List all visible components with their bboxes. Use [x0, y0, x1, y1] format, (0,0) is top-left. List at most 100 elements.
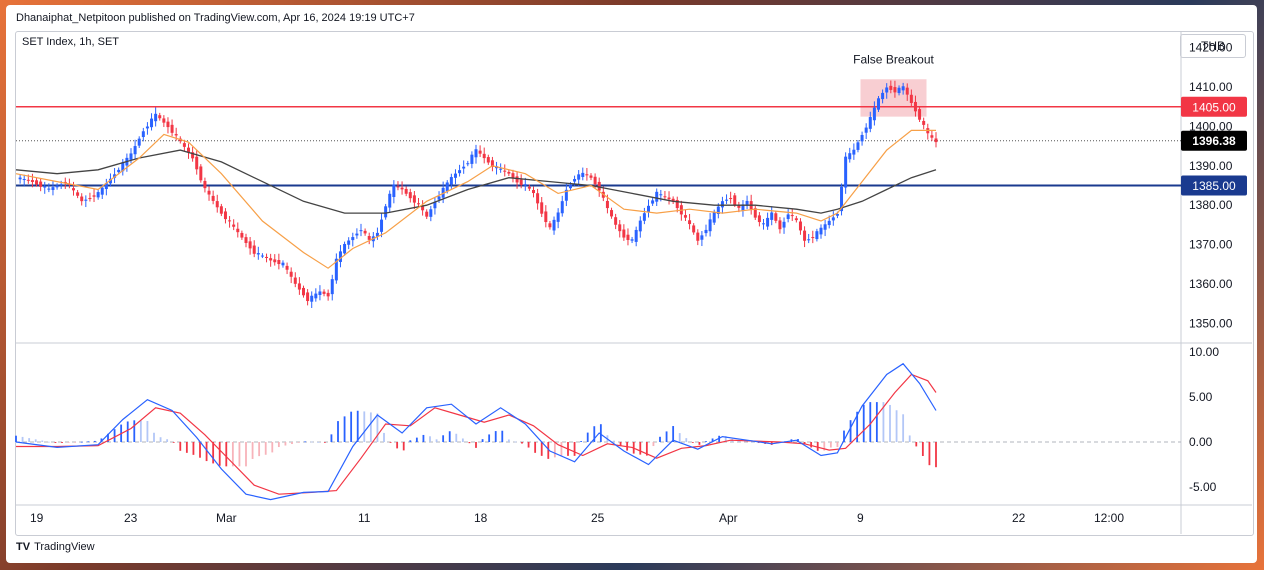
currency-button[interactable]: THB [1180, 34, 1246, 58]
candle-body [302, 287, 305, 296]
macd-histogram-bar [396, 442, 399, 449]
candle-body [72, 188, 75, 191]
candle-body [334, 258, 338, 281]
candle-body [453, 173, 457, 178]
macd-histogram-bar [652, 442, 655, 447]
candle-body [573, 178, 577, 182]
candle-body [523, 184, 527, 186]
price-chart-svg[interactable]: 1350.00 1360.00 1370.00 1380.00 1390.00 1400.… [6, 5, 1257, 563]
candle-body [219, 206, 223, 214]
candle-body [187, 147, 190, 153]
candle-body [404, 188, 408, 194]
macd-histogram-bar [304, 441, 307, 443]
candle-body [104, 183, 108, 190]
candle-body [51, 187, 55, 191]
macd-histogram-bar [212, 442, 215, 464]
macd-histogram-bar [343, 416, 346, 442]
macd-histogram-bar [264, 442, 267, 455]
candle-body [634, 229, 638, 242]
candle-body [568, 184, 572, 189]
candle-body [326, 292, 330, 297]
candle-body [281, 262, 285, 266]
candle-body [92, 195, 96, 197]
candle-body [445, 182, 449, 192]
brand-label: TradingView [34, 541, 95, 553]
time-tick-label: Mar [216, 511, 237, 525]
time-tick-label: 25 [591, 511, 605, 525]
candle-body [897, 87, 901, 94]
candle-body [651, 200, 655, 204]
candle-body [560, 201, 564, 214]
price-tick-label: 1420.00 [1189, 41, 1233, 55]
macd-histogram-bar [810, 442, 813, 448]
candle-body [141, 131, 145, 138]
macd-histogram-bar [323, 442, 326, 443]
macd-histogram-bar [47, 441, 50, 443]
macd-histogram-bar [553, 442, 556, 458]
candle-body [893, 87, 897, 93]
candle-body [872, 107, 876, 121]
candle-body [133, 146, 137, 155]
candle-body [322, 291, 326, 294]
candle-body [412, 195, 416, 203]
macd-histogram-bar [429, 436, 431, 442]
candle-body [121, 162, 125, 172]
candle-body [88, 198, 92, 200]
slow-moving-average-line [15, 149, 937, 214]
support-price-label: 1385.00 [1192, 179, 1236, 193]
candle-body [207, 190, 211, 195]
candle-body [762, 223, 765, 225]
candle-body [507, 171, 511, 174]
candle-body [486, 157, 490, 163]
candle-body [807, 239, 811, 241]
time-tick-label: 18 [474, 511, 488, 525]
candle-body [864, 127, 868, 133]
macd-histogram-bar [488, 434, 491, 442]
candle-body [359, 230, 363, 232]
candle-body [655, 191, 659, 202]
candle-body [934, 138, 938, 143]
candle-body [191, 152, 195, 159]
macd-histogram-bar [869, 402, 872, 442]
candle-body [835, 213, 839, 216]
candle-body [877, 98, 880, 110]
macd-histogram-bar [908, 435, 911, 442]
candle-body [223, 211, 227, 220]
candle-body [868, 117, 872, 129]
candle-body [265, 256, 269, 258]
macd-histogram-bar [172, 442, 175, 443]
resistance-price-tag [1181, 96, 1247, 117]
macd-histogram-bar [383, 432, 385, 442]
candle-body [905, 87, 909, 95]
macd-histogram-bar [461, 438, 464, 442]
macd-histogram-bar [185, 442, 188, 453]
macd-histogram-bar [560, 442, 563, 456]
macd-histogram-bar [672, 426, 675, 442]
macd-histogram-bar [803, 442, 806, 445]
price-tick-label: 1350.00 [1189, 316, 1233, 330]
candle-body [548, 223, 552, 228]
macd-histogram-bar [494, 431, 497, 442]
macd-histogram-bar [534, 442, 537, 453]
macd-histogram-bar [218, 442, 221, 466]
macd-histogram-bar [448, 431, 451, 442]
candle-body [466, 163, 470, 165]
candle-body [343, 243, 347, 254]
candle-body [35, 180, 39, 185]
candle-body [737, 205, 741, 208]
candle-body [593, 176, 597, 185]
candle-body [766, 217, 770, 227]
candle-body [363, 230, 367, 234]
macd-histogram-bar [41, 440, 44, 442]
macd-histogram-bar [133, 420, 136, 442]
symbol-label: SET Index, 1h, SET [22, 36, 120, 48]
tradingview-logo-icon: TV [16, 541, 31, 553]
candle-body [55, 185, 59, 188]
candle-body [18, 177, 22, 180]
macd-histogram-bar [179, 442, 182, 451]
macd-histogram-bar [350, 411, 353, 442]
candle-body [725, 199, 729, 201]
candle-body [215, 201, 219, 208]
macd-histogram-bar [199, 442, 201, 458]
candle-body [490, 160, 494, 167]
